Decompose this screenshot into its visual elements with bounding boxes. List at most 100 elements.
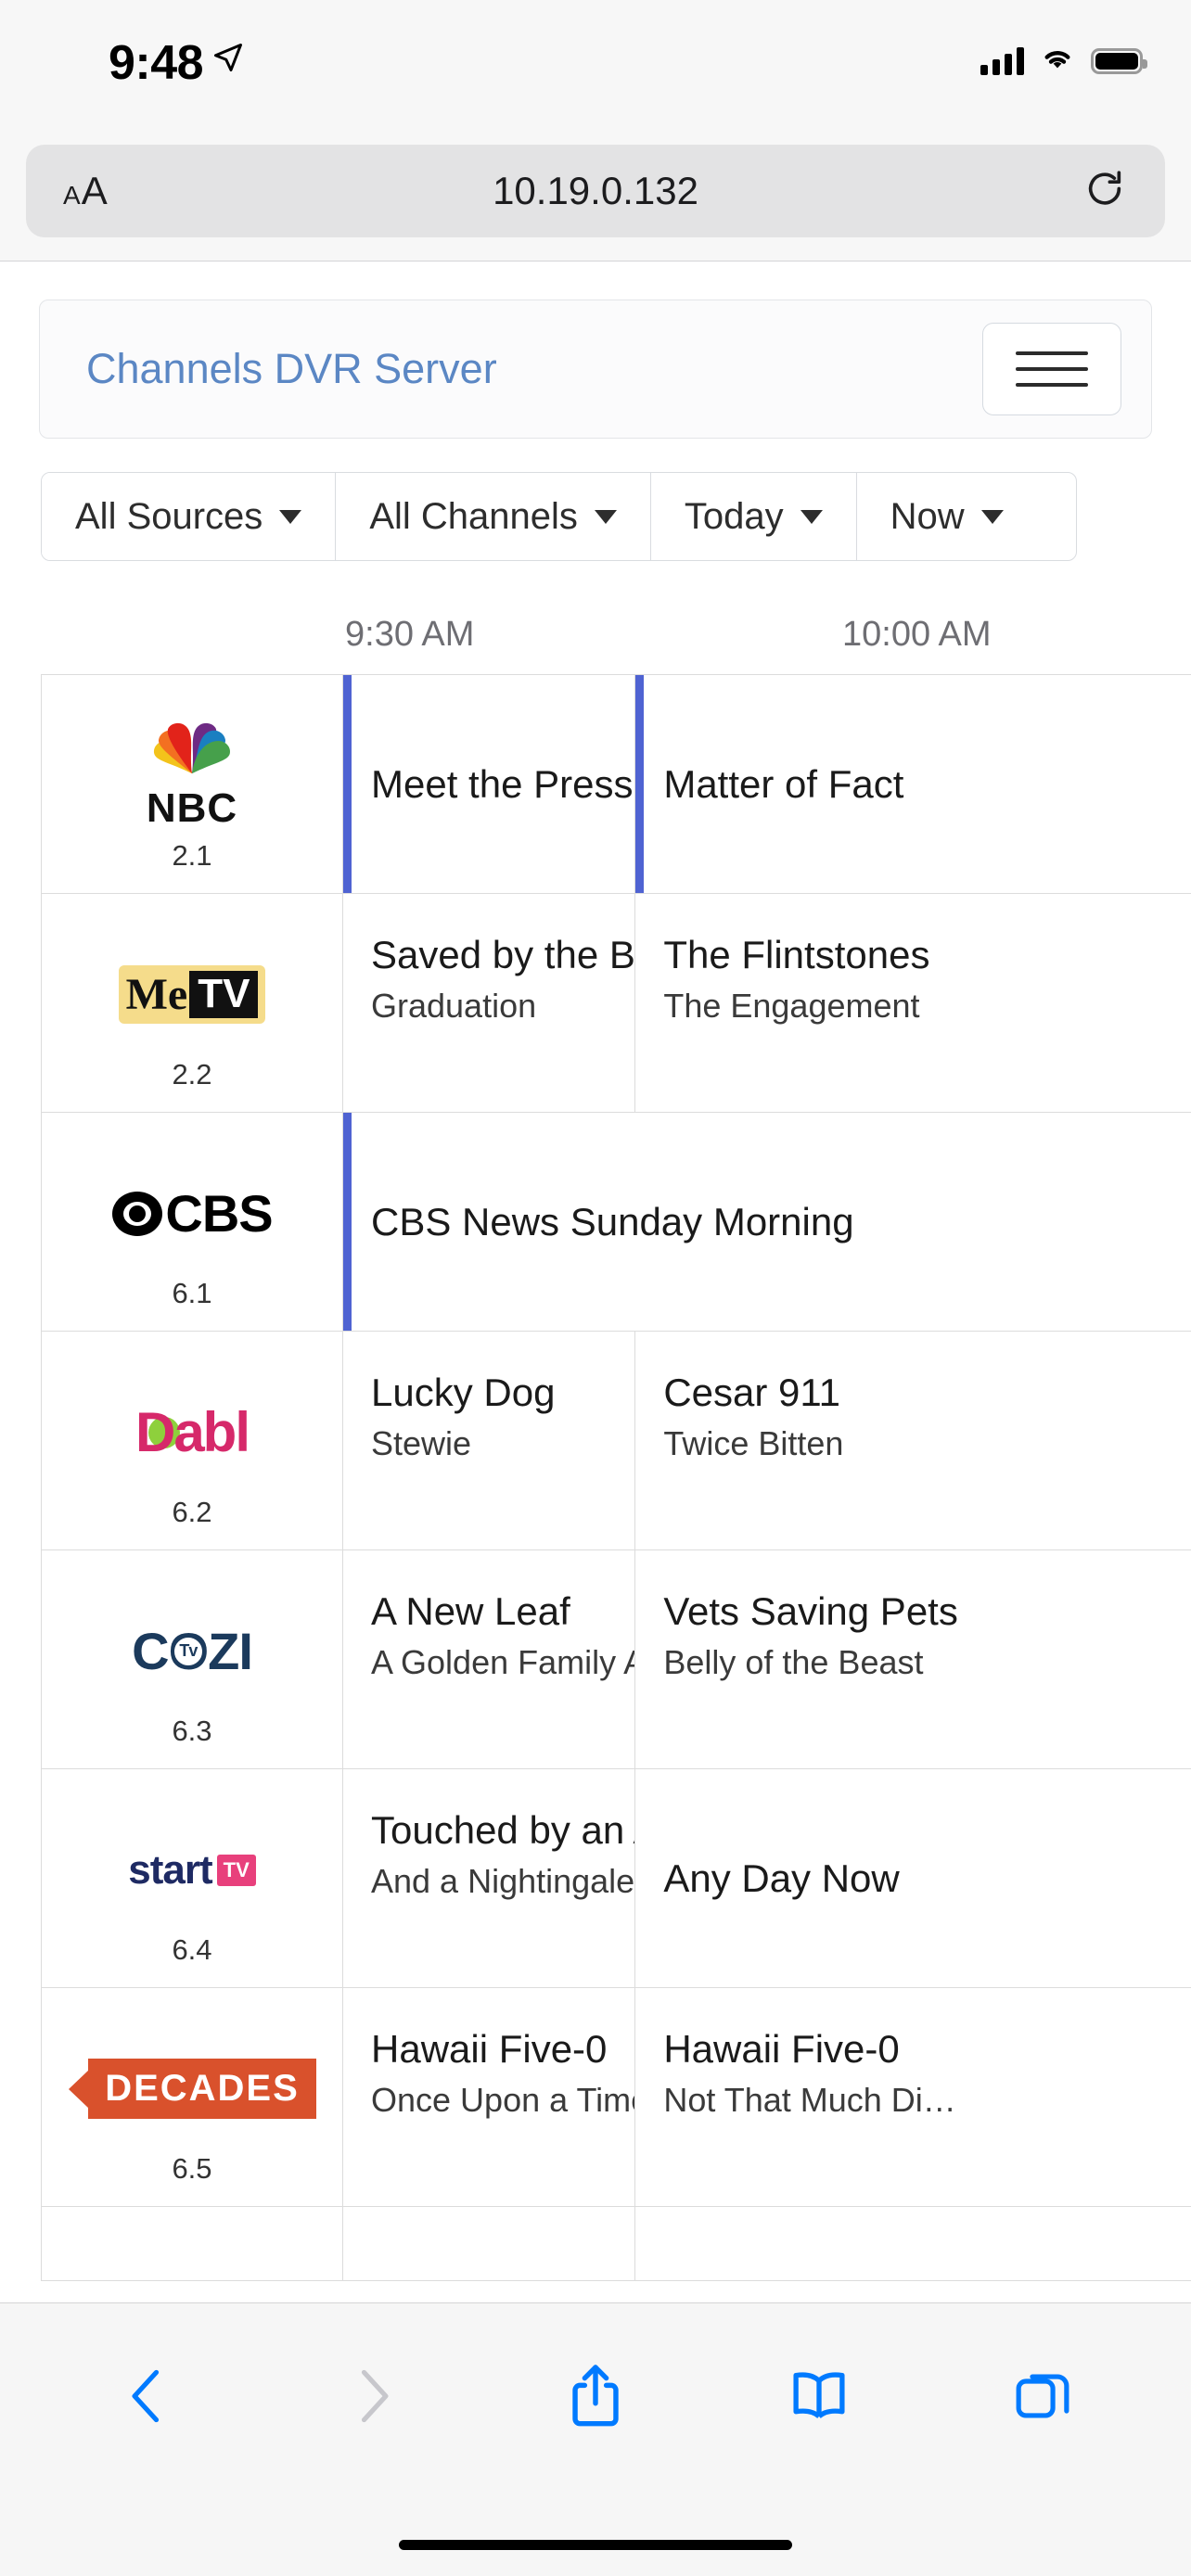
reload-icon[interactable] [1083,168,1126,215]
channel-cell[interactable]: start TV 6.4 [42,1769,343,1987]
program-cell[interactable]: Meet the Press [343,675,636,893]
status-bar: 9:48 [0,0,1191,132]
program-title: Cesar 911 [663,1371,840,1414]
cbs-wordmark: CBS [165,1184,273,1243]
site-brand[interactable]: Channels DVR Server [86,345,497,392]
url-text[interactable]: 10.19.0.132 [493,169,698,212]
program-subtitle: Stewie [371,1424,472,1462]
program-title: Matter of Fact [663,761,904,806]
channel-number: 2.1 [172,839,212,872]
program-title: Touched by an Angel [371,1808,634,1852]
chevron-down-icon [594,509,617,524]
nbc-wordmark: NBC [146,785,238,831]
program-cell[interactable]: Hawaii Five-0 Once Upon a Time [343,1988,636,2206]
program-title: Any Day Now [663,1855,900,1900]
channel-cell[interactable]: Me TV 2.2 [42,894,343,1112]
channel-number: 6.4 [172,1933,212,1966]
status-time: 9:48 [109,36,204,90]
channel-cell[interactable] [42,2207,343,2280]
program-cell[interactable]: CBS News Sunday Morning [343,1113,1191,1331]
dabl-logo: Dabl [134,1401,250,1463]
program-cell[interactable]: A New Leaf A Golden Family Anniversa… [343,1550,636,1768]
program-cell[interactable]: The Flintstones The Engagement [635,894,1191,1112]
program-cell[interactable] [343,2207,636,2280]
program-cell[interactable]: Hawaii Five-0 Not That Much Di… [635,1988,1191,2206]
nbc-peacock-logo: NBC [137,722,247,831]
text-size-large: A [81,169,108,212]
channel-number: 6.2 [172,1496,212,1528]
back-chevron-icon[interactable] [74,2340,223,2452]
program-cell[interactable] [635,2207,1191,2280]
table-row: CBS 6.1 CBS News Sunday Morning [42,1113,1191,1332]
forward-chevron-icon [298,2340,446,2452]
status-indicators [980,45,1147,77]
chevron-down-icon [279,509,302,524]
program-title: Saved by the Bell [371,933,635,976]
metv-logo: Me TV [118,946,266,1043]
tabs-icon[interactable] [968,2340,1117,2452]
channel-cell[interactable]: DECADES 6.5 [42,1988,343,2206]
table-row [42,2207,1191,2281]
filter-bar: All Sources All Channels Today Now [41,472,1077,561]
program-cell[interactable]: Saved by the Bell Graduation [343,894,636,1112]
channel-number: 6.1 [172,1277,212,1309]
chevron-down-icon [980,509,1004,524]
chevron-down-icon [800,509,823,524]
program-subtitle: Twice Bitten [663,1424,844,1462]
channel-cell[interactable]: NBC 2.1 [42,675,343,893]
program-title: Hawaii Five-0 [663,2027,900,2071]
bookmarks-book-icon[interactable] [745,2340,893,2452]
filter-all-channels-label: All Channels [369,495,578,537]
site-navbar: Channels DVR Server [39,300,1152,439]
program-cell[interactable]: Cesar 911 Twice Bitten [635,1332,1191,1549]
program-subtitle: Not That Much Di… [663,2081,956,2119]
safari-bottom-toolbar [0,2302,1191,2576]
program-subtitle: Once Upon a Time [371,2081,636,2119]
table-row: DECADES 6.5 Hawaii Five-0 Once Upon a Ti… [42,1988,1191,2207]
program-title: Lucky Dog [371,1371,556,1414]
program-title: CBS News Sunday Morning [371,1199,854,1243]
program-subtitle: Belly of the Beast [663,1643,924,1681]
program-cell[interactable]: Vets Saving Pets Belly of the Beast [635,1550,1191,1768]
timeline-slot-0: 9:30 AM [345,615,475,654]
program-subtitle: A Golden Family Anniversa… [371,1643,634,1681]
location-arrow-icon [211,41,245,79]
program-cell[interactable]: Touched by an Angel And a Nightingale Sa… [343,1769,636,1987]
filter-today[interactable]: Today [650,473,857,560]
channel-cell[interactable]: Dabl 6.2 [42,1332,343,1549]
web-page-content: Channels DVR Server All Sources All Chan… [0,262,1191,2302]
wifi-icon [1039,45,1076,77]
program-cell[interactable]: Matter of Fact [635,675,1191,893]
filter-now[interactable]: Now [856,473,1037,560]
filter-now-label: Now [890,495,965,537]
program-guide-grid[interactable]: NBC 2.1 Meet the Press Matter of Fact [41,674,1191,2281]
cellular-signal-icon [980,46,1024,75]
cozi-tv-logo: COTvZI [132,1622,253,1680]
program-cell[interactable]: Lucky Dog Stewie [343,1332,636,1549]
share-icon[interactable] [521,2340,670,2452]
program-subtitle: Graduation [371,987,537,1025]
filter-all-channels[interactable]: All Channels [336,473,651,560]
channel-number: 6.5 [172,2152,212,2185]
table-row: COTvZI 6.3 A New Leaf A Golden Family An… [42,1550,1191,1769]
program-cell[interactable]: Any Day Now [635,1769,1191,1987]
program-title: Meet the Press [371,761,634,806]
channel-cell[interactable]: COTvZI 6.3 [42,1550,343,1768]
filter-all-sources-label: All Sources [75,495,263,537]
filter-all-sources[interactable]: All Sources [42,473,337,560]
cbs-eye-logo: CBS [111,1165,274,1262]
channel-number: 6.3 [172,1715,212,1747]
program-subtitle: The Engagement [663,987,920,1025]
filter-today-label: Today [684,495,784,537]
hamburger-menu-icon[interactable] [982,323,1121,415]
channel-number: 2.2 [172,1058,212,1090]
home-indicator [399,2540,792,2550]
channel-cell[interactable]: CBS 6.1 [42,1113,343,1331]
decades-logo: DECADES [68,2040,316,2137]
